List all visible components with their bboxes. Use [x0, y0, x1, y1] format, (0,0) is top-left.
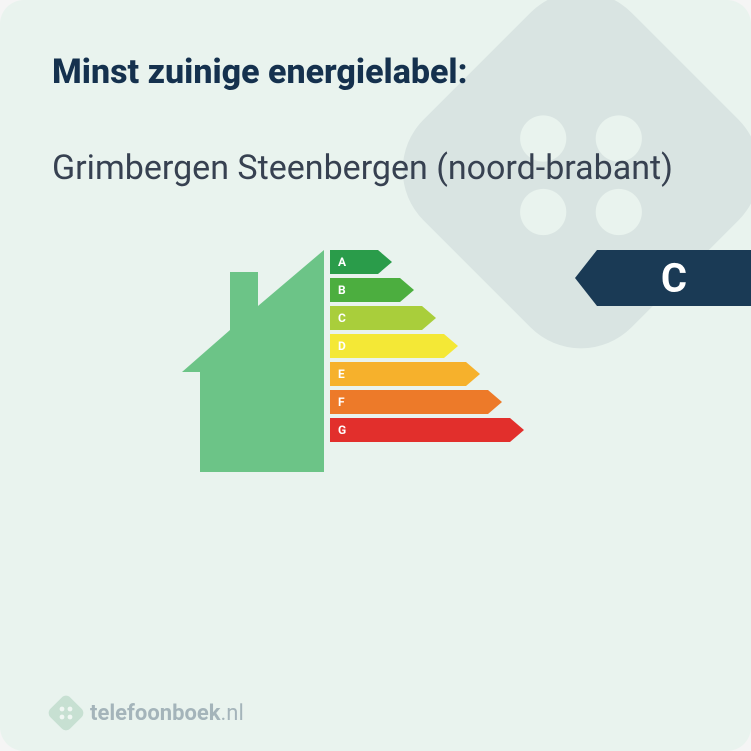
- energy-label-chart: ABCDEFG C: [182, 250, 699, 478]
- energy-bar-a: A: [330, 250, 524, 274]
- svg-text:E: E: [338, 367, 345, 381]
- energy-bar-f: F: [330, 390, 524, 414]
- svg-text:F: F: [338, 395, 345, 409]
- footer-brand-bold: telefoonboek: [90, 701, 221, 726]
- energy-bar-g: G: [330, 418, 524, 442]
- svg-text:B: B: [338, 283, 346, 297]
- page-title: Minst zuinige energielabel:: [52, 52, 699, 92]
- rating-badge: C: [575, 250, 751, 306]
- rating-letter: C: [661, 255, 687, 302]
- footer-brand-light: .nl: [221, 701, 244, 726]
- svg-text:C: C: [338, 311, 346, 325]
- energy-bar-c: C: [330, 306, 524, 330]
- footer-logo-icon: [46, 693, 86, 733]
- footer-brand-text: telefoonboek.nl: [90, 701, 244, 726]
- energy-bar-b: B: [330, 278, 524, 302]
- footer-brand: telefoonboek.nl: [52, 699, 244, 727]
- svg-text:D: D: [338, 339, 346, 353]
- location-subtitle: Grimbergen Steenbergen (noord-brabant): [52, 146, 699, 190]
- house-icon: [182, 250, 324, 478]
- energy-bar-d: D: [330, 334, 524, 358]
- energy-bar-e: E: [330, 362, 524, 386]
- svg-text:A: A: [338, 255, 347, 269]
- energy-bars: ABCDEFG: [330, 250, 524, 446]
- energy-label-card: Minst zuinige energielabel: Grimbergen S…: [0, 0, 751, 751]
- svg-text:G: G: [338, 423, 346, 437]
